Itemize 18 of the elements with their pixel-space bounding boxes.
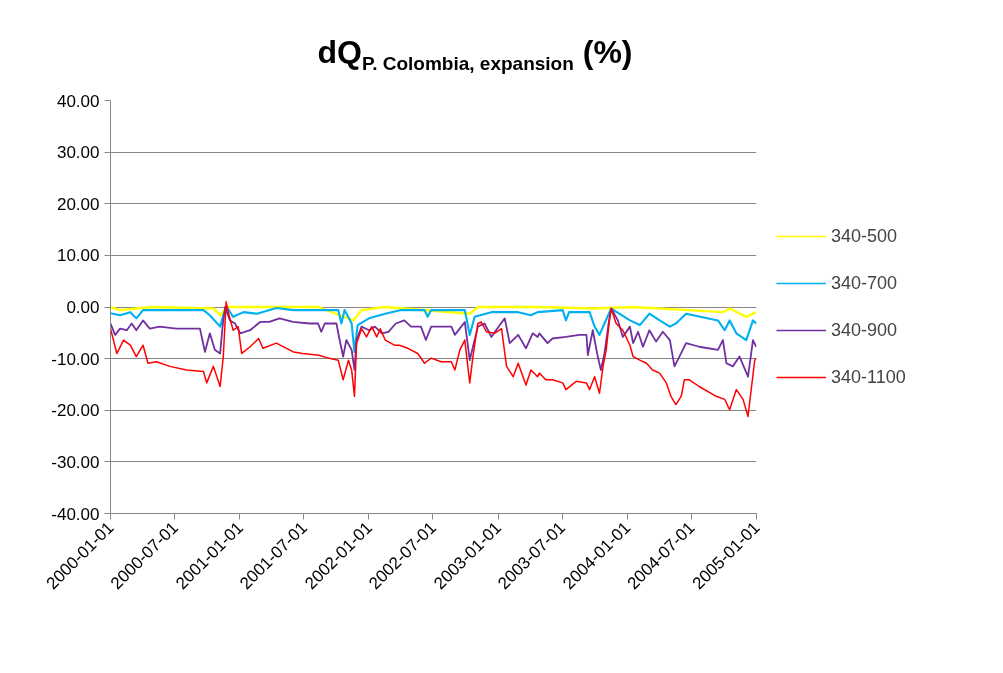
chart-title: dQ$_{P. Colombia, expansion}$ (%) (316, 33, 634, 77)
legend-label: 340-1100 (831, 366, 906, 388)
y-tick-label: 30.00 (56, 143, 100, 163)
y-tick-label: 0.00 (66, 298, 100, 317)
legend-label: 340-900 (831, 319, 898, 341)
legend-label: 340-500 (831, 225, 898, 247)
y-tick-label: 10.00 (56, 246, 100, 266)
y-tick-label: -30.00 (51, 452, 100, 472)
line-series (110, 305, 757, 322)
legend-label: 340-700 (831, 272, 898, 294)
y-tick-label: -40.00 (51, 504, 100, 524)
line-series (110, 306, 757, 378)
y-tick-label: -10.00 (51, 349, 100, 369)
y-tick-label: -20.00 (51, 401, 100, 421)
line-series (110, 305, 757, 353)
y-tick-label: 20.00 (56, 194, 100, 214)
line-series (110, 301, 757, 418)
y-tick-label: 40.00 (56, 91, 100, 111)
